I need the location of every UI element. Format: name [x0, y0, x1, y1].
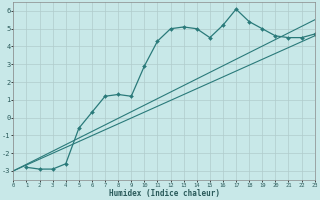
X-axis label: Humidex (Indice chaleur): Humidex (Indice chaleur)	[108, 189, 220, 198]
